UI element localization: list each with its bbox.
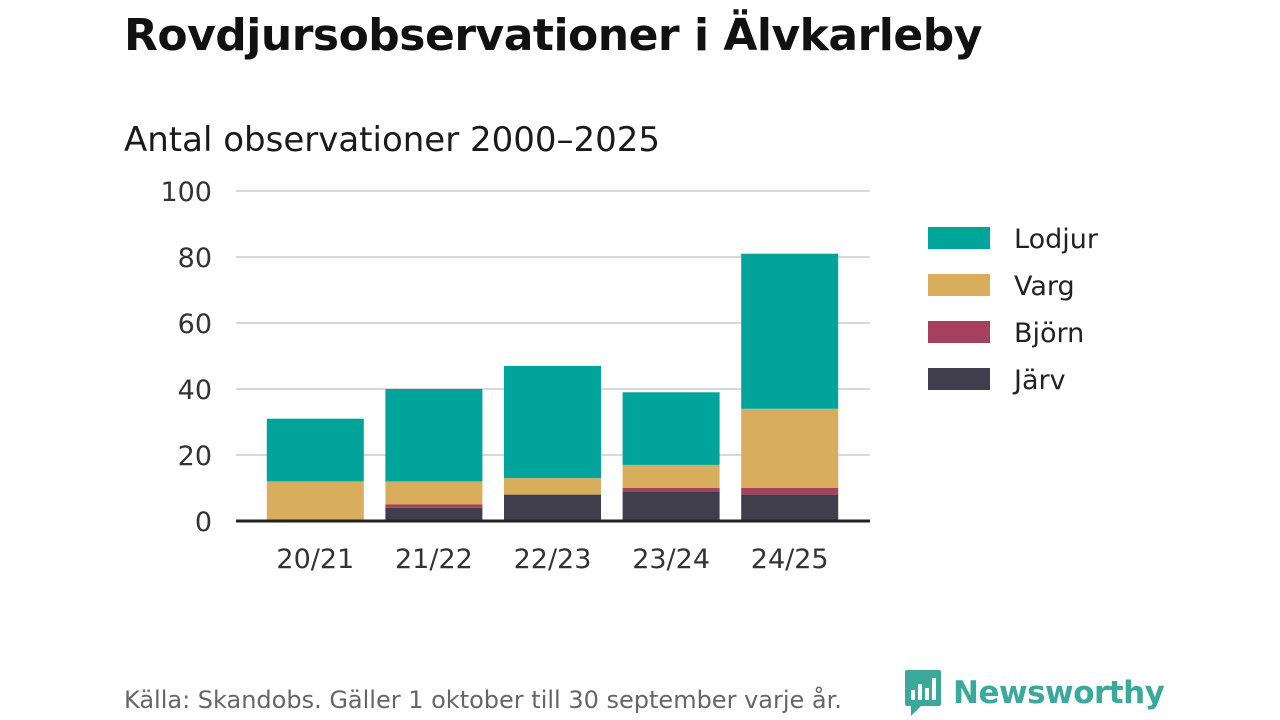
bar-järv-22-23 [504, 494, 601, 521]
brand-name: Newsworthy [953, 675, 1165, 711]
bars [266, 253, 839, 521]
bar-lodjur-21-22 [385, 389, 483, 482]
legend: Lodjur Varg Björn Järv [928, 224, 1099, 396]
legend-swatch-järv [928, 368, 990, 390]
y-axis-ticks: 0 20 40 60 80 100 [160, 177, 212, 538]
bar-varg-21-22 [385, 481, 483, 505]
bar-varg-23-24 [622, 464, 720, 488]
legend-swatch-varg [928, 274, 990, 296]
legend-label-björn: Björn [1014, 318, 1084, 349]
bar-varg-24-25 [741, 408, 839, 488]
bar-lodjur-23-24 [622, 392, 720, 465]
legend-label-lodjur: Lodjur [1014, 224, 1099, 255]
y-tick-label-100: 100 [160, 177, 212, 208]
x-tick-label-20-21: 20/21 [276, 544, 354, 575]
bar-varg-20-21 [266, 481, 364, 521]
chart-subtitle: Antal observationer 2000–2025 [124, 120, 661, 160]
y-tick-label-0: 0 [195, 507, 212, 538]
legend-swatch-björn [928, 321, 990, 343]
source-note: Källa: Skandobs. Gäller 1 oktober till 3… [124, 686, 842, 714]
bar-lodjur-20-21 [266, 418, 364, 482]
newsworthy-logo: Newsworthy [903, 668, 1165, 718]
legend-label-varg: Varg [1014, 271, 1075, 302]
y-tick-label-40: 40 [178, 375, 212, 406]
bar-järv-21-22 [385, 507, 483, 521]
legend-label-järv: Järv [1012, 365, 1066, 396]
x-tick-label-21-22: 21/22 [395, 544, 473, 575]
bar-björn-21-22 [385, 504, 483, 508]
chart-title: Rovdjursobservationer i Älvkarleby [124, 10, 982, 61]
bar-varg-22-23 [504, 478, 601, 495]
bar-lodjur-22-23 [504, 365, 601, 479]
x-axis-ticks: 20/21 21/22 22/23 23/24 24/25 [236, 519, 870, 575]
bar-björn-24-25 [741, 488, 839, 495]
stacked-bar-chart: 0 20 40 60 80 100 20/21 21/22 22/23 23/24 24/25 L… [160, 177, 1099, 575]
y-tick-label-80: 80 [178, 243, 212, 274]
bar-järv-23-24 [622, 491, 720, 521]
x-tick-label-22-23: 22/23 [514, 544, 592, 575]
y-tick-label-60: 60 [178, 309, 212, 340]
bar-lodjur-24-25 [741, 253, 839, 409]
x-tick-label-23-24: 23/24 [632, 544, 710, 575]
x-tick-label-24-25: 24/25 [751, 544, 829, 575]
y-tick-label-20: 20 [178, 441, 212, 472]
bar-björn-23-24 [622, 488, 720, 492]
newsworthy-logo-icon [905, 670, 941, 716]
bar-järv-24-25 [741, 494, 839, 521]
legend-swatch-lodjur [928, 227, 990, 249]
